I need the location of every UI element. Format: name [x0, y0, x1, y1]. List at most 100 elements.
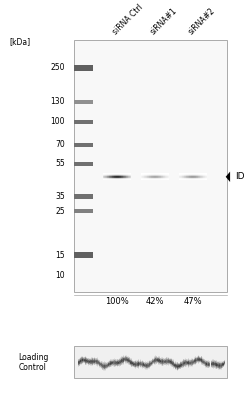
Bar: [216, 362, 217, 363]
Bar: [197, 357, 198, 358]
Bar: [154, 358, 155, 359]
Bar: [120, 365, 121, 366]
Bar: [95, 359, 96, 360]
Bar: [150, 362, 151, 363]
Bar: [93, 361, 94, 362]
Bar: [149, 365, 150, 366]
Bar: [133, 362, 134, 363]
Bar: [118, 365, 119, 366]
Bar: [180, 363, 181, 364]
Bar: [202, 358, 203, 359]
Bar: [179, 363, 180, 364]
Bar: [113, 366, 114, 367]
Bar: [93, 358, 94, 359]
Bar: [224, 364, 225, 365]
Bar: [205, 361, 206, 362]
Bar: [180, 366, 181, 367]
Bar: [120, 358, 121, 359]
Bar: [97, 364, 98, 365]
Bar: [123, 359, 124, 360]
Bar: [143, 362, 144, 363]
Bar: [209, 364, 210, 365]
Bar: [95, 361, 96, 362]
Bar: [102, 366, 103, 367]
Bar: [166, 363, 167, 364]
Bar: [155, 355, 156, 356]
Bar: [141, 361, 142, 362]
Bar: [136, 364, 137, 365]
Bar: [131, 365, 132, 366]
Bar: [108, 364, 109, 365]
Bar: [154, 356, 155, 357]
Bar: [210, 360, 211, 361]
Bar: [142, 364, 143, 365]
Bar: [224, 361, 225, 362]
Text: 10: 10: [55, 272, 65, 280]
Bar: [154, 361, 155, 362]
Bar: [122, 358, 123, 359]
Bar: [104, 364, 105, 365]
Bar: [117, 360, 118, 361]
Bar: [82, 356, 83, 357]
Bar: [116, 363, 117, 364]
Bar: [222, 365, 223, 366]
Bar: [203, 365, 204, 366]
Bar: [123, 357, 124, 358]
Bar: [222, 363, 223, 364]
Bar: [102, 368, 103, 369]
Bar: [89, 362, 90, 363]
Bar: [185, 360, 186, 361]
Bar: [213, 364, 214, 365]
Bar: [188, 358, 189, 359]
Bar: [129, 359, 130, 360]
Bar: [134, 363, 135, 364]
Bar: [204, 364, 205, 365]
Text: 250: 250: [50, 64, 65, 72]
Bar: [128, 362, 129, 363]
Bar: [181, 365, 182, 366]
Bar: [147, 368, 148, 369]
Bar: [158, 358, 159, 359]
Bar: [80, 360, 81, 361]
Bar: [100, 364, 101, 365]
Bar: [154, 363, 155, 364]
Bar: [99, 367, 100, 368]
Bar: [99, 365, 100, 366]
Bar: [124, 358, 125, 359]
Bar: [216, 368, 217, 369]
Bar: [131, 361, 132, 362]
Bar: [165, 363, 166, 364]
Bar: [193, 360, 194, 361]
Bar: [202, 360, 203, 361]
Bar: [107, 368, 108, 369]
Bar: [219, 364, 220, 365]
Bar: [163, 358, 164, 359]
Bar: [212, 361, 213, 362]
Bar: [120, 364, 121, 365]
Bar: [145, 361, 146, 362]
Bar: [131, 362, 132, 363]
Bar: [149, 362, 150, 363]
Bar: [193, 359, 194, 360]
Bar: [123, 364, 124, 365]
Bar: [220, 367, 221, 368]
Bar: [101, 362, 102, 363]
Bar: [134, 362, 135, 363]
Bar: [183, 361, 184, 362]
Bar: [213, 362, 214, 363]
Bar: [155, 362, 156, 363]
Bar: [131, 360, 132, 361]
Bar: [80, 357, 81, 358]
Bar: [95, 364, 96, 365]
Bar: [161, 360, 162, 361]
Bar: [115, 365, 116, 366]
Bar: [91, 362, 92, 363]
Bar: [74, 252, 93, 258]
Bar: [84, 362, 85, 363]
Bar: [184, 366, 185, 367]
Bar: [187, 365, 188, 366]
Bar: [126, 356, 127, 357]
Bar: [173, 359, 174, 360]
Bar: [214, 366, 215, 367]
Bar: [110, 361, 111, 362]
